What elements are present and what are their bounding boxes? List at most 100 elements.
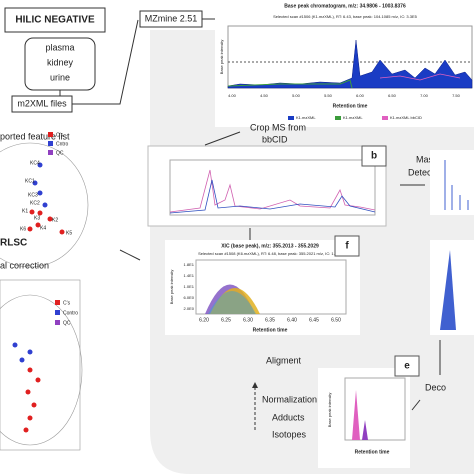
legend-swatch xyxy=(48,141,53,146)
plot-area xyxy=(195,259,347,315)
x-tick-label: 6.35 xyxy=(265,317,275,323)
x-axis-label: Retention time xyxy=(333,103,368,109)
step-label: Deco xyxy=(425,382,446,392)
sample: urine xyxy=(50,72,70,82)
legend-swatch xyxy=(55,320,60,325)
point xyxy=(27,226,33,232)
step-label: Aligment xyxy=(266,355,302,365)
arrow-head xyxy=(252,382,258,388)
point-label: KC2 xyxy=(30,200,40,206)
points xyxy=(12,342,41,433)
x-axis-label: Retention time xyxy=(355,449,390,455)
chromatogram-panel xyxy=(215,0,474,127)
chromatogram-trace xyxy=(227,79,353,89)
x-tick-label: 5.50 xyxy=(324,93,333,98)
panel-letter: f xyxy=(345,241,349,252)
point xyxy=(42,202,48,208)
point-label: K1 xyxy=(22,208,28,214)
x-tick-label: 6.30 xyxy=(243,317,253,323)
legend-label: QC xyxy=(63,320,71,326)
chart-title: Base peak chromatogram, m/z: 34.9806 - 1… xyxy=(284,3,406,9)
trace xyxy=(169,179,376,214)
point-label: K3 xyxy=(34,215,40,221)
legend-label: QC xyxy=(56,150,64,156)
step-label: Adducts xyxy=(272,412,305,422)
software: MZmine 2.51 xyxy=(145,13,198,23)
x-tick-label: 6.45 xyxy=(309,317,319,323)
point xyxy=(35,222,41,228)
legend-label: K1.mzXML xyxy=(343,115,363,120)
panel-e xyxy=(318,368,410,468)
y-axis-label: Base peak intensity xyxy=(169,270,174,305)
section-title: RLSC xyxy=(0,238,27,249)
point xyxy=(37,190,43,196)
panel-tag xyxy=(361,145,387,167)
section-title: ported feature list xyxy=(0,131,70,141)
arrow xyxy=(204,131,241,146)
step-label: Crop MS from xyxy=(250,122,306,132)
sample: plasma xyxy=(45,42,74,52)
chart-title: XIC (base peak), m/z: 355.2013 - 355.202… xyxy=(221,243,319,249)
step-label: Normalization xyxy=(262,394,317,404)
sample: kidney xyxy=(47,57,74,67)
point xyxy=(37,210,43,216)
legend-label: K1.mzXML xyxy=(296,115,316,120)
spectrum xyxy=(444,160,469,210)
arrow xyxy=(411,399,421,411)
chromatogram-trace xyxy=(379,73,461,81)
legend-swatch xyxy=(55,300,60,305)
legend-swatch xyxy=(382,116,388,120)
x-tick-label: 6.50 xyxy=(388,93,397,98)
legend-swatch xyxy=(55,310,60,315)
confidence-ellipse xyxy=(0,294,83,446)
x-tick-label: 6.25 xyxy=(221,317,231,323)
y-tick-label: 1.8E1 xyxy=(184,262,195,267)
step-label: Isotopes xyxy=(272,429,307,439)
x-axis-label: Retention time xyxy=(253,327,288,333)
plot-area xyxy=(344,377,406,441)
point xyxy=(29,209,35,215)
y-tick-label: 1.4E1 xyxy=(184,273,195,278)
confidence-ellipse xyxy=(0,142,89,268)
panel-f xyxy=(165,240,360,335)
x-tick-label: 5.00 xyxy=(292,93,301,98)
x-tick-label: 4.50 xyxy=(260,93,269,98)
x-tick-label: 7.00 xyxy=(420,93,429,98)
x-tick-label: 6.40 xyxy=(287,317,297,323)
peak xyxy=(362,420,368,440)
point-label: K5 xyxy=(66,230,72,236)
legend-label: Contro xyxy=(63,310,78,316)
point-label: K4 xyxy=(40,225,46,231)
step-label: bbCID xyxy=(262,134,288,144)
legend-swatch xyxy=(335,116,341,120)
peak xyxy=(208,291,256,314)
arrow xyxy=(119,249,141,261)
point xyxy=(32,180,38,186)
chart-subtitle: Selected scan #1506 (K1.mzXML), RT: 6.43… xyxy=(273,14,418,19)
x-tick-label: 6.50 xyxy=(331,317,341,323)
panel-b xyxy=(147,145,387,227)
chart-subtitle: Selected scan #1508 (K6.mzXML), RT: 6.48… xyxy=(198,251,343,256)
y-tick-label: 6.0E0 xyxy=(184,295,195,300)
legend-swatch xyxy=(48,132,53,137)
step-label: Mass xyxy=(416,154,438,164)
section-subtitle: al correction xyxy=(0,260,49,270)
point xyxy=(37,162,43,168)
plot-area xyxy=(169,159,376,216)
plot-area xyxy=(0,279,81,451)
point-label: K6 xyxy=(20,226,26,232)
legend-label: C's xyxy=(63,300,71,306)
point-label: KC3 xyxy=(28,192,38,198)
title: HILIC NEGATIVE xyxy=(15,15,95,26)
y-tick-label: 1.0E1 xyxy=(184,284,195,289)
y-axis-label: Base peak intensity xyxy=(219,40,224,75)
legend-label: K1.mzXML bbCID xyxy=(390,115,422,120)
legend-label: Cntro xyxy=(56,141,68,147)
point-label: K2 xyxy=(52,217,58,223)
point xyxy=(59,229,65,235)
x-tick-label: 4.00 xyxy=(228,93,237,98)
legend-swatch xyxy=(288,116,294,120)
legend-label: C's xyxy=(56,132,64,138)
panel-letter: e xyxy=(404,361,410,372)
